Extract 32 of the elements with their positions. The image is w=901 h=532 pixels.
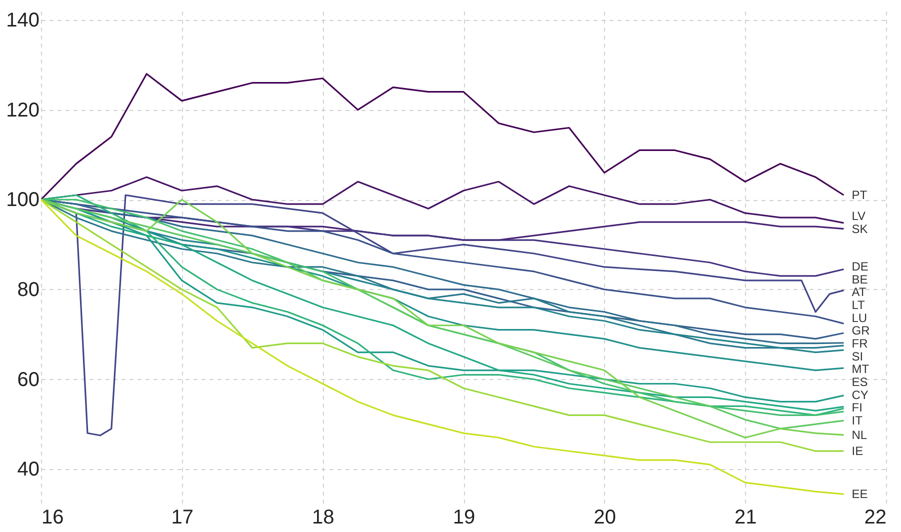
y-tick-label: 120 — [6, 99, 40, 122]
series-label: ES — [852, 375, 868, 390]
x-tick-label: 16 — [42, 506, 64, 528]
series-label: PT — [852, 188, 868, 202]
series-label: SK — [852, 222, 868, 236]
series-label: CY — [852, 388, 868, 402]
y-tick-label: 140 — [6, 9, 40, 32]
text: AT — [852, 285, 867, 300]
series-label: EE — [852, 487, 868, 502]
series-label: GR — [852, 324, 870, 338]
y-tick-label: 60 — [17, 368, 40, 391]
x-tick-label: 18 — [312, 506, 334, 528]
series-label: NL — [852, 428, 868, 442]
series-label: BE — [852, 272, 868, 286]
series-label: SI — [852, 349, 864, 364]
series-label: IE — [852, 444, 864, 458]
x-tick-label: 21 — [734, 506, 757, 528]
x-tick-label: 22 — [864, 506, 886, 528]
series-label: FI — [852, 400, 862, 415]
x-tick-label: 20 — [594, 506, 616, 528]
series-label: LT — [852, 298, 866, 312]
series-label: FR — [852, 336, 868, 351]
x-tick-label: 17 — [171, 506, 194, 528]
y-tick-label: 40 — [17, 458, 40, 481]
series-label: DE — [852, 259, 868, 274]
y-tick-label: 100 — [6, 189, 40, 212]
series-label: LV — [852, 208, 866, 223]
series-label: IT — [852, 414, 864, 428]
x-tick-label: 19 — [452, 506, 476, 528]
series-label: LU — [852, 310, 868, 325]
series-label: MT — [852, 362, 870, 376]
y-tick-label: 80 — [17, 278, 40, 301]
